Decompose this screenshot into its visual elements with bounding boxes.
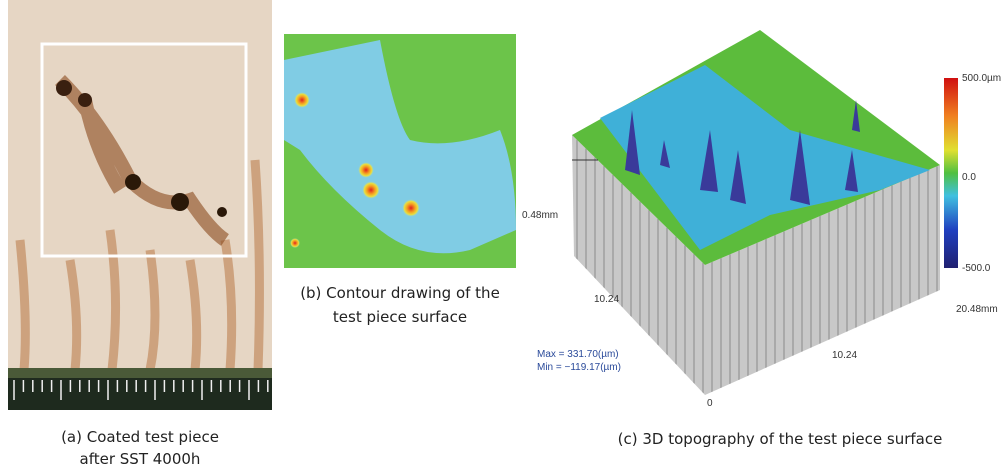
stat-text: Min = −119.17(µm) xyxy=(537,362,621,373)
colorbar-label: 0.0 xyxy=(962,172,976,183)
axis-label: 10.24 xyxy=(832,350,857,361)
figure: (a) Coated test piece after SST 4000h (b… xyxy=(0,0,1002,472)
ruler-edge xyxy=(8,368,272,378)
pit xyxy=(78,93,92,107)
contour-peak xyxy=(290,238,300,248)
contour-peak xyxy=(358,162,374,178)
colorbar-label: -500.0 xyxy=(962,263,991,274)
caption: (b) Contour drawing of the xyxy=(300,284,500,302)
axis-label: 0 xyxy=(707,398,713,409)
caption: test piece surface xyxy=(333,308,467,326)
topography-panel: 500.0µm 0.0 -500.0 0.48mm 10.24 20.48mm … xyxy=(522,30,1001,409)
page: {"panels": [ {"caption": ["(a) Coated te… xyxy=(0,0,1002,472)
axis-label: 10.24 xyxy=(594,294,619,305)
contour-peak xyxy=(402,199,420,217)
caption: (a) Coated test piece xyxy=(61,428,219,446)
caption: after SST 4000h xyxy=(80,450,201,468)
contour-peak xyxy=(362,181,380,199)
pit xyxy=(125,174,141,190)
pit xyxy=(171,193,189,211)
axis-label: 20.48mm xyxy=(956,304,998,315)
colorbar xyxy=(944,78,958,268)
photo-panel xyxy=(8,0,272,410)
pit xyxy=(217,207,227,217)
contour-peak xyxy=(294,92,310,108)
contour-panel xyxy=(284,34,516,268)
caption: (c) 3D topography of the test piece surf… xyxy=(618,430,943,448)
stat-text: Max = 331.70(µm) xyxy=(537,349,619,360)
colorbar-label: 500.0µm xyxy=(962,73,1001,84)
axis-label: 0.48mm xyxy=(522,210,558,221)
pit xyxy=(56,80,72,96)
